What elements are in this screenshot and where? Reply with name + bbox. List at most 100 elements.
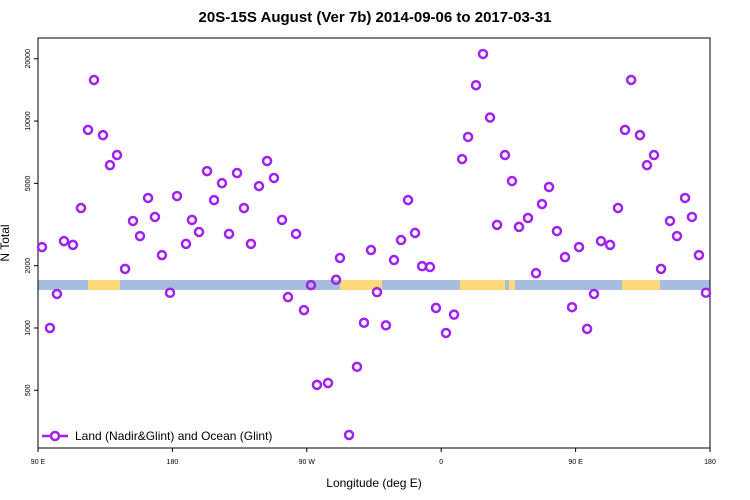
point: [371, 286, 383, 298]
y-tick-label: 5000: [25, 175, 32, 191]
point: [208, 194, 220, 206]
point: [238, 202, 250, 214]
point: [305, 279, 317, 291]
point: [51, 288, 63, 300]
point: [171, 190, 183, 202]
point: [97, 129, 109, 141]
point: [536, 198, 548, 210]
x-tick-label: 90 E: [31, 459, 46, 466]
point: [456, 153, 468, 165]
point: [559, 251, 571, 263]
surface-strip: [38, 280, 710, 290]
point: [462, 131, 474, 143]
point: [282, 291, 294, 303]
x-tick-label: 0: [439, 459, 443, 466]
point: [430, 302, 442, 314]
point: [513, 221, 525, 233]
point: [358, 317, 370, 328]
point: [499, 149, 511, 161]
point: [470, 79, 482, 91]
point: [261, 155, 273, 167]
point: [223, 228, 235, 240]
point: [612, 202, 624, 214]
point: [641, 159, 653, 171]
point: [268, 172, 280, 184]
point: [491, 219, 503, 231]
point: [700, 287, 712, 298]
point: [298, 304, 310, 316]
point: [334, 252, 346, 264]
y-tick-label: 20000: [25, 49, 32, 69]
point: [58, 235, 70, 247]
point: [625, 74, 637, 86]
point: [380, 320, 392, 331]
point: [671, 230, 683, 242]
point: [142, 192, 154, 204]
x-tick-label: 180: [704, 459, 716, 466]
point: [648, 149, 660, 161]
point: [290, 228, 302, 240]
point: [104, 159, 116, 171]
point: [604, 239, 616, 251]
point: [619, 124, 631, 136]
point: [595, 235, 607, 247]
point: [409, 227, 421, 239]
point: [395, 234, 407, 246]
point: [88, 74, 100, 86]
point: [551, 225, 563, 237]
chart-title: 20S-15S August (Ver 7b) 2014-09-06 to 20…: [199, 9, 552, 26]
x-tick-label: 90 E: [568, 459, 583, 466]
point: [365, 244, 377, 256]
point: [134, 230, 146, 242]
point: [588, 288, 600, 300]
point: [566, 301, 578, 313]
point: [311, 379, 323, 391]
point: [330, 274, 342, 286]
point: [686, 211, 698, 223]
point: [44, 322, 56, 334]
point: [180, 238, 192, 250]
point: [477, 48, 489, 60]
point: [522, 212, 534, 224]
point: [581, 323, 593, 335]
y-tick-label: 500: [25, 384, 32, 396]
point: [245, 238, 257, 250]
point: [448, 309, 460, 320]
point: [119, 263, 131, 275]
point: [693, 249, 705, 261]
point: [253, 180, 265, 192]
point: [186, 214, 198, 226]
point: [231, 167, 243, 179]
point: [216, 177, 228, 189]
point: [634, 129, 646, 141]
point: [484, 112, 496, 123]
point: [149, 211, 161, 223]
point: [440, 327, 452, 339]
point: [351, 361, 363, 373]
x-axis-label: Longitude (deg E): [326, 476, 421, 490]
legend-label: Land (Nadir&Glint) and Ocean (Glint): [75, 429, 272, 443]
point: [127, 215, 139, 227]
point: [67, 239, 79, 251]
point: [664, 215, 676, 227]
point: [36, 241, 48, 253]
point: [506, 175, 518, 187]
x-tick-label: 90 W: [299, 459, 316, 466]
point: [573, 241, 585, 253]
point: [164, 287, 176, 298]
point: [655, 263, 667, 275]
point: [679, 192, 691, 204]
point: [343, 429, 355, 441]
plot-frame: [37, 37, 711, 449]
y-tick-label: 1000: [25, 320, 32, 336]
y-tick-label: 10000: [25, 111, 32, 131]
point: [111, 149, 123, 161]
x-tick-label: 180: [167, 459, 179, 466]
point: [193, 226, 205, 238]
point: [530, 267, 542, 279]
point: [322, 377, 334, 389]
legend-marker: [49, 430, 61, 442]
point: [156, 249, 168, 261]
y-axis-label: N Total: [0, 224, 12, 261]
